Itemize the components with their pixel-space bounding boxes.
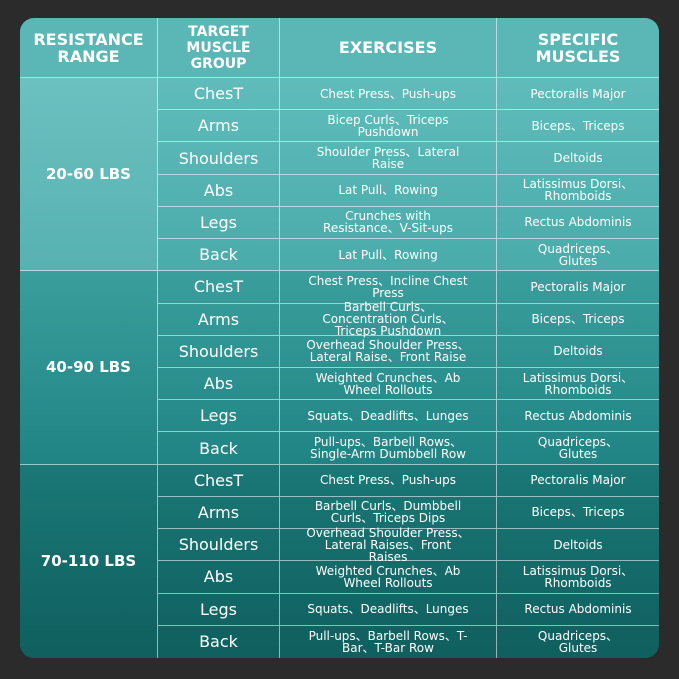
muscle-group: Shoulders — [158, 335, 280, 368]
exercises: Lat Pull、Rowing — [280, 239, 497, 272]
muscle-group: ChesT — [158, 78, 280, 111]
muscle-group: Shoulders — [158, 142, 280, 175]
specific-muscles: Pectoralis Major — [497, 78, 659, 111]
specific-muscles: Deltoids — [497, 142, 659, 175]
specific-muscles: Pectoralis Major — [497, 271, 659, 304]
muscle-group: Back — [158, 625, 280, 658]
specific-muscles: Rectus Abdominis — [497, 594, 659, 626]
table: RESISTANCE RANGE TARGET MUSCLE GROUP EXERC… — [20, 18, 659, 658]
exercises: Overhead Shoulder Press、Lateral Raise、Fr… — [280, 335, 497, 368]
exercises: Squats、Deadlifts、Lunges — [280, 400, 497, 433]
exercises: Squats、Deadlifts、Lunges — [280, 593, 497, 626]
exercises: Chest Press、Push-ups — [280, 78, 497, 111]
specific-muscles: Biceps、Triceps — [497, 304, 659, 336]
muscle-group: Back — [158, 239, 280, 272]
column-header: EXERCISES — [280, 18, 497, 78]
resistance-range: 40-90 LBS — [20, 271, 158, 465]
muscle-group: Legs — [158, 400, 280, 433]
exercises: Barbell Curls、Concentration Curls、Tricep… — [280, 301, 497, 337]
muscle-group: ChesT — [158, 464, 280, 497]
specific-muscles: Deltoids — [497, 529, 659, 562]
exercises: Crunches with Resistance、V-Sit-ups — [280, 206, 497, 240]
specific-muscles: Biceps、Triceps — [497, 497, 659, 530]
specific-muscles: Biceps、Triceps — [497, 110, 659, 143]
resistance-range: 20-60 LBS — [20, 78, 158, 272]
specific-muscles: Pectoralis Major — [497, 465, 659, 497]
muscle-group: Arms — [158, 496, 280, 530]
specific-muscles: Quadriceps、Glutes — [497, 239, 659, 272]
exercises: Pull-ups、Barbell Rows、Single-Arm Dumbbel… — [280, 432, 497, 465]
specific-muscles: Quadriceps、Glutes — [537, 628, 619, 655]
column-header: RESISTANCE RANGE — [20, 18, 158, 78]
specific-muscles: Rectus Abdominis — [497, 207, 659, 240]
exercises: Bicep Curls、Triceps Pushdown — [280, 110, 497, 143]
group-bg — [20, 78, 659, 272]
exercises: Pull-ups、Barbell Rows、T-Bar、T-Bar Row — [280, 625, 497, 658]
muscle-group: Back — [158, 432, 280, 465]
specific-muscles: Quadriceps、Glutes — [497, 432, 659, 465]
muscle-group: Legs — [158, 206, 280, 240]
specific-muscles: Latissimus Dorsi、Rhomboids — [497, 175, 659, 207]
exercises: Chest Press、Incline Chest Press — [280, 271, 497, 304]
exercises: Overhead Shoulder Press、Lateral Raises、F… — [280, 527, 497, 563]
exercises: Chest Press、Push-ups — [280, 464, 497, 497]
muscle-group: Arms — [158, 110, 280, 143]
muscle-group: Legs — [158, 593, 280, 626]
muscle-group: Abs — [158, 174, 280, 207]
specific-muscles: Rectus Abdominis — [497, 400, 659, 433]
exercises: Weighted Crunches、Ab Wheel Rollouts — [280, 561, 497, 594]
muscle-group: Arms — [158, 303, 280, 336]
exercises: Lat Pull、Rowing — [280, 174, 497, 207]
resistance-range: 70-110 LBS — [20, 464, 158, 658]
column-header: SPECIFIC MUSCLES — [497, 18, 659, 78]
exercises: Barbell Curls、Dumbbell Curls、Triceps Dip… — [280, 496, 497, 530]
column-header: TARGET MUSCLE GROUP — [158, 18, 280, 78]
exercises: Weighted Crunches、Ab Wheel Rollouts — [280, 368, 497, 401]
exercises: Shoulder Press、Lateral Raise — [280, 142, 497, 175]
muscle-group: ChesT — [158, 271, 280, 304]
muscle-group: Abs — [158, 561, 280, 594]
specific-muscles: Latissimus Dorsi、Rhomboids — [497, 561, 659, 594]
specific-muscles: Deltoids — [497, 336, 659, 368]
muscle-group: Abs — [158, 368, 280, 401]
muscle-group: Shoulders — [158, 529, 280, 562]
specific-muscles: Latissimus Dorsi、Rhomboids — [497, 368, 659, 401]
header-bg — [20, 18, 659, 78]
